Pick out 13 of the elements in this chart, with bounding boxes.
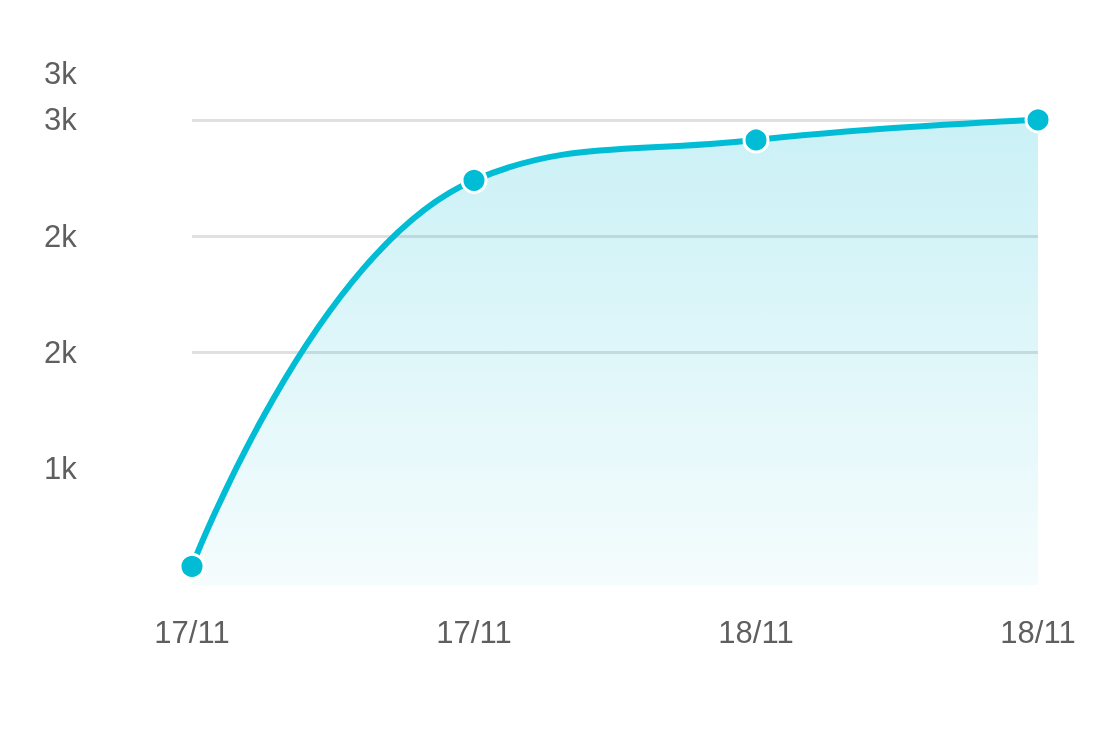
y-tick-label: 3k xyxy=(44,55,78,91)
point xyxy=(1024,106,1052,134)
point xyxy=(460,166,488,194)
y-tick-label: 1k xyxy=(44,451,78,487)
x-tick-label: 18/11 xyxy=(1000,615,1076,650)
point xyxy=(742,126,770,154)
x-tick-label: 17/11 xyxy=(154,615,230,650)
y-tick-label: 2k xyxy=(44,334,78,370)
x-tick-label: 17/11 xyxy=(436,615,512,650)
point xyxy=(178,552,206,580)
y-tick-label: 2k xyxy=(44,218,78,254)
x-tick-label: 18/11 xyxy=(718,615,794,650)
y-tick-label: 3k xyxy=(44,102,78,138)
